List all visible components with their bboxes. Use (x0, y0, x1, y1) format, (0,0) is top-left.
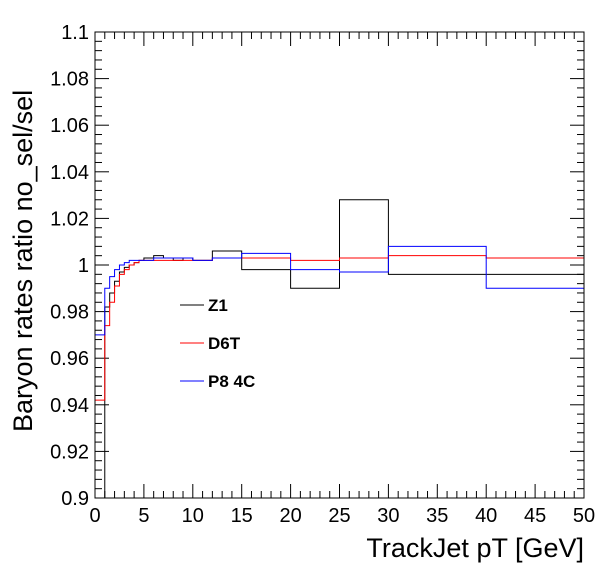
x-tick-label: 25 (328, 505, 350, 527)
y-tick-label: 0.9 (61, 488, 89, 510)
x-tick-label: 45 (524, 505, 546, 527)
y-tick-label: 1.1 (61, 22, 89, 44)
y-tick-label: 1.06 (50, 115, 89, 137)
y-tick-label: 0.92 (50, 441, 89, 463)
legend-label-p8-4c: P8 4C (208, 372, 255, 391)
legend-label-d6t: D6T (208, 334, 241, 353)
series-line-z1 (95, 199, 584, 499)
y-tick-label: 1 (78, 255, 89, 277)
x-axis-title: TrackJet pT [GeV] (366, 533, 584, 563)
x-tick-label: 20 (279, 505, 301, 527)
legend-label-z1: Z1 (208, 296, 228, 315)
x-tick-label: 50 (573, 505, 595, 527)
plot-frame (94, 31, 585, 499)
x-tick-label: 15 (231, 505, 253, 527)
y-tick-label: 0.98 (50, 302, 89, 324)
x-tick-label: 35 (426, 505, 448, 527)
x-tick-label: 40 (475, 505, 497, 527)
x-tick-label: 0 (89, 505, 100, 527)
legend: Z1 D6T P8 4C (180, 296, 255, 391)
x-tick-label: 10 (182, 505, 204, 527)
x-tick-label: 5 (138, 505, 149, 527)
y-tick-label: 0.96 (50, 348, 89, 370)
tick-labels: 0 5 10 15 20 25 30 35 40 45 50 0.9 0.92 0.94 0.96 0.98 1… (50, 22, 595, 527)
series-line-p8-4c (94, 245, 584, 498)
x-tick-label: 30 (377, 505, 399, 527)
axis-ticks (94, 31, 585, 499)
series-group (94, 199, 584, 499)
y-tick-label: 1.02 (50, 208, 89, 230)
y-tick-label: 1.04 (50, 162, 89, 184)
y-tick-label: 1.08 (50, 69, 89, 91)
y-tick-label: 0.94 (50, 395, 89, 417)
y-axis-title: Baryon rates ratio no_sel/sel (8, 90, 38, 432)
